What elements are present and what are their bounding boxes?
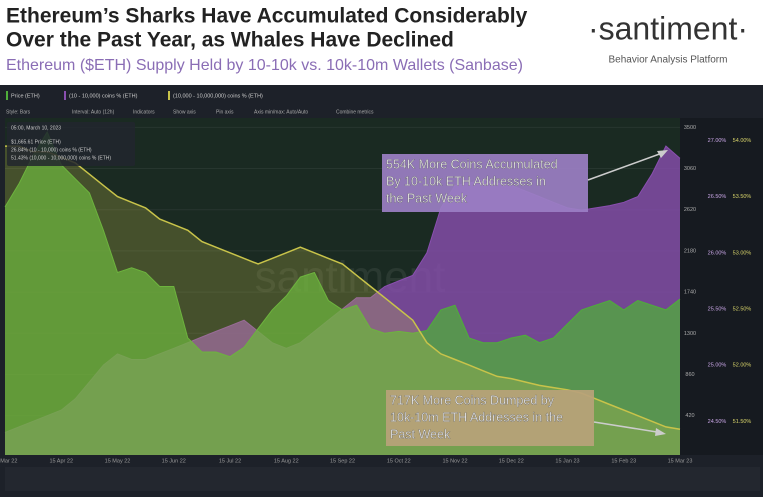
x-tick-label: 15 Oct 22 [387, 458, 411, 464]
annotation-text: Past Week [390, 427, 451, 441]
y-tick-label: 51.50% [733, 419, 752, 425]
x-tick-label: 15 Mar 22 [0, 458, 17, 464]
title-line: Over the Past Year, as Whales Have Decli… [6, 29, 454, 52]
toolbar-item: Axis min/max: Auto/Auto [254, 109, 308, 115]
title-line: Ethereum’s Sharks Have Accumulated Consi… [6, 5, 528, 28]
x-tick-label: 15 Sep 22 [330, 458, 355, 464]
y-tick-label: 1740 [684, 290, 696, 296]
toolbar-item: Style: Bars [6, 109, 31, 115]
series-area [5, 132, 680, 455]
navigator [5, 467, 760, 491]
x-tick-label: 15 Feb 23 [611, 458, 636, 464]
y-tick-label: 25.00% [708, 363, 727, 369]
arrow [587, 151, 666, 181]
plot: santiment [4, 126, 681, 455]
x-tick-label: 15 Mar 23 [668, 458, 693, 464]
arrowhead [655, 428, 666, 436]
annotation-text: the Past Week [386, 191, 468, 205]
y-tick-label: 2620 [684, 207, 696, 213]
toolbar-item: Interval: Auto (12h) [72, 109, 115, 115]
y-tick-label: 26.00% [708, 250, 727, 256]
annotation-box [382, 154, 588, 212]
y-tick-label: 53.00% [733, 250, 752, 256]
x-tick-label: 15 May 22 [105, 458, 131, 464]
y-tick-label: 3500 [684, 125, 696, 131]
x-tick-label: 15 Jan 23 [555, 458, 579, 464]
tooltip-line: 26.84% (10 - 10,000) coins % (ETH) [11, 147, 92, 153]
subtitle: Ethereum ($ETH) Supply Held by 10-10k vs… [6, 57, 523, 74]
x-tick-label: 15 Jul 22 [219, 458, 241, 464]
x-tick-label: 15 Jun 22 [162, 458, 186, 464]
y-tick-label: 1300 [684, 331, 696, 337]
tooltip-bg [7, 122, 135, 166]
y-tick-label: 54.00% [733, 138, 752, 144]
legend-label: Price (ETH) [11, 93, 40, 99]
tooltip-line: 05:00, March 10, 2023 [11, 125, 61, 131]
annotation-text: By 10-10k ETH Addresses in [386, 174, 546, 188]
toolbar-item: Indicators [133, 109, 155, 115]
x-tick-label: 15 Nov 22 [442, 458, 467, 464]
y-tick-label: 27.00% [708, 138, 727, 144]
tooltip-line: $1,665.61 Price (ETH) [11, 139, 61, 145]
y-tick-label: 52.50% [733, 306, 752, 312]
legend-swatch [6, 91, 8, 100]
annotation-text: 554K More Coins Accumulated [386, 157, 558, 171]
annotation-box [386, 390, 594, 446]
series-line [4, 130, 681, 358]
y-tick-label: 420 [685, 413, 694, 419]
legend-swatch [64, 91, 66, 100]
x-tick-label: 15 Apr 22 [49, 458, 73, 464]
tagline: Behavior Analysis Platform [609, 55, 728, 66]
annotation-text: 717K More Coins Dumped by [390, 393, 555, 407]
arrowhead [657, 150, 668, 158]
y-tick-label: 860 [685, 372, 694, 378]
series-line [5, 145, 681, 430]
overlay [587, 150, 668, 436]
x-tick-label: 15 Aug 22 [274, 458, 299, 464]
y-tick-label: 52.00% [733, 363, 752, 369]
arrow [593, 421, 664, 434]
y-tick-label: 25.50% [708, 306, 727, 312]
y-tick-label: 24.50% [708, 419, 727, 425]
y-tick-label: 26.50% [708, 194, 727, 200]
y-tick-label: 53.50% [733, 194, 752, 200]
legend-label: (10 - 10,000) coins % (ETH) [69, 93, 138, 99]
toolbar-item: Pin axis [216, 109, 234, 115]
series-area [5, 146, 680, 455]
legend-swatch [168, 91, 170, 100]
x-tick-label: 15 Dec 22 [499, 458, 524, 464]
axis-bg [680, 118, 763, 455]
y-tick-label: 3060 [684, 166, 696, 172]
header-bg [0, 0, 763, 85]
y-tick-label: 2180 [684, 248, 696, 254]
annotation-text: 10k-10m ETH Addresses in the [390, 410, 563, 424]
toolbar-item: Show axis [173, 109, 196, 115]
tooltip-line: 51.43% (10,000 - 10,000,000) coins % (ET… [11, 155, 111, 161]
legend-label: (10,000 - 10,000,000) coins % (ETH) [173, 93, 263, 99]
toolbar-item: Combine metrics [336, 109, 374, 115]
brand: ·santiment· [588, 10, 748, 46]
